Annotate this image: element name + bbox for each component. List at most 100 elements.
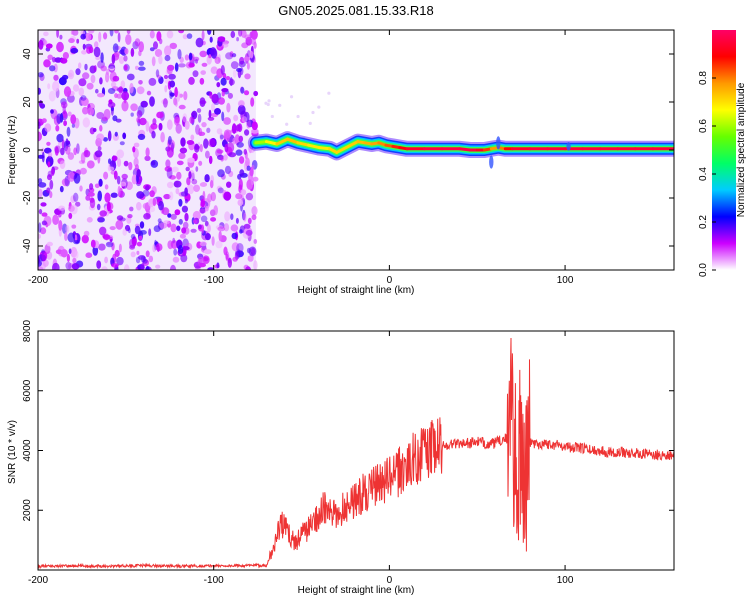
noise-blob [118,56,125,64]
noise-blob [195,166,199,172]
noise-blob [235,193,243,200]
noise-blob [93,46,101,58]
noise-blob [38,260,42,267]
noise-blob [245,229,253,236]
noise-blob [136,110,143,118]
noise-blob [105,68,110,76]
noise-blob [250,38,257,45]
noise-blob [96,260,102,269]
colorbar: 0.0 0.2 0.4 0.6 0.8 Normalized spectral ampl… [698,30,747,277]
noise-blob [235,149,243,156]
noise-blob [189,116,195,124]
noise-blob [38,100,43,108]
noise-blob [166,65,173,75]
noise-blob [149,96,155,107]
noise-blob [140,263,145,270]
noise-blob [241,116,247,123]
noise-blob [45,43,53,49]
noise-blob [111,53,116,65]
noise-blob [220,156,224,162]
noise-blob [55,125,60,132]
noise-blob [242,209,246,221]
noise-blob [82,117,91,128]
noise-blob [215,240,223,249]
noise-blob [46,141,51,146]
noise-blob [78,78,87,87]
noise-blob [164,85,168,93]
noise-blob [214,56,221,64]
noise-blob [139,117,147,126]
noise-blob [226,102,231,113]
noise-blob [82,72,90,80]
noise-blob [43,39,47,46]
noise-dot [264,101,268,105]
colorbar-tick-label: 0.0 [698,263,709,277]
noise-blob [231,242,240,252]
noise-blob [80,95,87,101]
noise-blob [96,203,101,211]
noise-blob [156,111,164,119]
heatmap-y-label: Frequency (Hz) [7,116,18,185]
noise-blob [226,181,232,188]
noise-blob [120,181,127,187]
noise-blob [238,60,246,68]
noise-blob [90,239,96,248]
snr-y-ticks: 8000 6000 4000 2000 [22,319,674,521]
x-tick-label: -100 [204,575,224,586]
noise-blob [200,70,206,75]
noise-blob [220,65,225,75]
noise-blob [171,166,179,173]
noise-blob [98,31,102,43]
noise-blob [199,77,205,85]
noise-blob [110,81,117,88]
noise-blob [124,224,131,232]
noise-blob [158,200,164,211]
noise-blob [135,65,139,70]
noise-dot [270,114,274,119]
ridge-core-segment [317,146,332,151]
colorbar-ticks: 0.0 0.2 0.4 0.6 0.8 [698,71,716,277]
noise-blob [219,132,224,141]
noise-blob [169,191,174,201]
noise-blob [38,208,43,215]
noise-blob [210,66,218,74]
ridge-core-segment [254,140,268,145]
noise-blob [219,134,224,140]
noise-blob [83,150,91,158]
noise-blob [118,86,123,94]
noise-blob [148,228,152,236]
noise-blob [230,30,236,39]
noise-blob [38,182,47,188]
noise-blob [38,178,43,184]
noise-blob [235,217,239,224]
noise-blob [99,226,107,236]
noise-blob [121,100,129,112]
noise-blob [174,86,178,98]
noise-blob [66,253,70,263]
noise-blob [174,62,179,72]
noise-blob [169,42,178,50]
noise-blob [67,111,72,117]
noise-blob [38,234,41,239]
noise-blob [240,86,245,94]
noise-blob [210,191,216,202]
noise-blob [107,88,116,94]
noise-blob [199,50,207,58]
noise-blob [204,220,209,227]
ridge-core-segment [296,141,311,147]
noise-blob [136,250,140,255]
noise-blob [112,75,120,82]
noise-blob [204,233,211,241]
noise-blob [73,192,79,202]
ridge-core-segment [307,143,321,150]
noise-blob [67,171,76,182]
noise-blob [138,60,145,66]
noise-blob [114,30,119,34]
noise-blob [225,130,230,142]
noise-blob [86,82,94,90]
noise-blob [177,49,182,60]
noise-blob [67,232,76,243]
noise-blob [152,118,157,126]
noise-blob [87,107,95,116]
noise-blob [223,154,228,161]
